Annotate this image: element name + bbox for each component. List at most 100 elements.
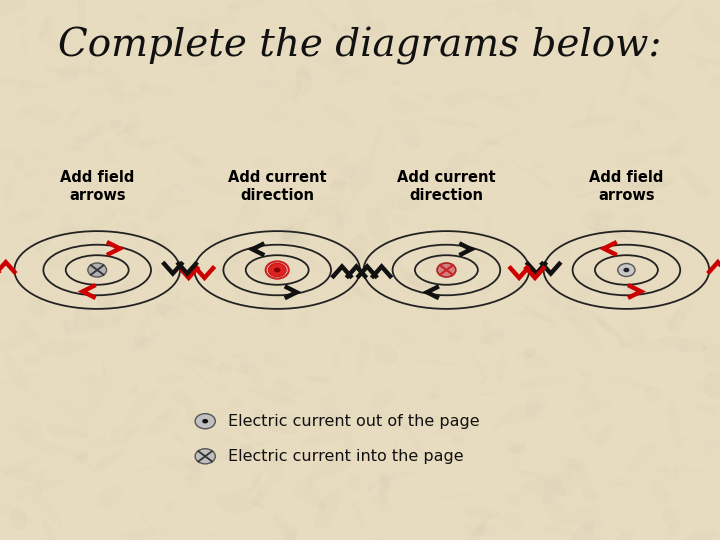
Ellipse shape xyxy=(143,154,151,160)
Ellipse shape xyxy=(636,93,678,122)
Ellipse shape xyxy=(586,38,610,49)
Ellipse shape xyxy=(102,126,130,150)
Ellipse shape xyxy=(133,223,143,237)
Ellipse shape xyxy=(629,409,644,419)
Ellipse shape xyxy=(279,227,310,245)
Ellipse shape xyxy=(595,214,608,241)
Ellipse shape xyxy=(505,402,541,426)
Circle shape xyxy=(88,263,107,277)
Ellipse shape xyxy=(206,15,236,27)
Ellipse shape xyxy=(373,343,398,364)
Ellipse shape xyxy=(634,339,666,353)
Ellipse shape xyxy=(27,382,44,422)
Ellipse shape xyxy=(248,387,295,405)
Ellipse shape xyxy=(426,475,451,501)
Circle shape xyxy=(437,263,456,277)
Ellipse shape xyxy=(401,120,421,147)
Ellipse shape xyxy=(58,194,107,198)
Ellipse shape xyxy=(89,308,129,332)
Ellipse shape xyxy=(531,161,544,172)
Ellipse shape xyxy=(315,489,341,530)
Ellipse shape xyxy=(145,40,153,53)
Ellipse shape xyxy=(157,288,181,315)
Ellipse shape xyxy=(379,474,389,508)
Ellipse shape xyxy=(183,40,191,48)
Ellipse shape xyxy=(701,338,720,368)
Ellipse shape xyxy=(24,258,55,270)
Ellipse shape xyxy=(440,243,465,258)
Ellipse shape xyxy=(145,306,156,340)
Ellipse shape xyxy=(650,3,683,34)
Ellipse shape xyxy=(428,167,452,194)
Ellipse shape xyxy=(327,383,338,396)
Ellipse shape xyxy=(474,145,515,176)
Ellipse shape xyxy=(482,318,495,348)
Ellipse shape xyxy=(580,523,596,534)
Ellipse shape xyxy=(169,427,189,450)
Ellipse shape xyxy=(662,56,667,76)
Ellipse shape xyxy=(525,528,562,536)
Ellipse shape xyxy=(567,465,598,492)
Ellipse shape xyxy=(348,233,368,265)
Text: Electric current out of the page: Electric current out of the page xyxy=(228,414,480,429)
Text: Add current
direction: Add current direction xyxy=(228,170,326,202)
Ellipse shape xyxy=(329,46,346,66)
Ellipse shape xyxy=(274,295,290,309)
Ellipse shape xyxy=(489,438,525,467)
Ellipse shape xyxy=(273,514,296,540)
Ellipse shape xyxy=(16,480,67,493)
Ellipse shape xyxy=(618,329,655,346)
Ellipse shape xyxy=(292,244,328,275)
Ellipse shape xyxy=(367,475,395,508)
Ellipse shape xyxy=(217,426,236,463)
Ellipse shape xyxy=(675,143,686,152)
Circle shape xyxy=(618,264,635,276)
Ellipse shape xyxy=(523,481,566,497)
Ellipse shape xyxy=(156,157,186,193)
Ellipse shape xyxy=(638,283,654,317)
Ellipse shape xyxy=(341,336,351,343)
Ellipse shape xyxy=(604,225,644,237)
Ellipse shape xyxy=(341,227,387,255)
Ellipse shape xyxy=(668,134,689,158)
Ellipse shape xyxy=(370,390,394,409)
Ellipse shape xyxy=(60,211,73,235)
Ellipse shape xyxy=(377,470,416,481)
Ellipse shape xyxy=(0,498,29,521)
Ellipse shape xyxy=(112,180,127,192)
Ellipse shape xyxy=(120,82,149,110)
Ellipse shape xyxy=(659,491,676,497)
Ellipse shape xyxy=(582,213,600,230)
Ellipse shape xyxy=(57,66,77,83)
Ellipse shape xyxy=(305,476,326,512)
Ellipse shape xyxy=(553,15,564,57)
Ellipse shape xyxy=(42,522,56,540)
Ellipse shape xyxy=(436,225,473,253)
Ellipse shape xyxy=(393,434,402,469)
Ellipse shape xyxy=(420,45,436,58)
Circle shape xyxy=(195,414,215,429)
Ellipse shape xyxy=(631,53,653,79)
Ellipse shape xyxy=(342,24,363,36)
Ellipse shape xyxy=(6,439,25,448)
Ellipse shape xyxy=(106,323,131,343)
Ellipse shape xyxy=(600,25,620,51)
Ellipse shape xyxy=(703,0,719,17)
Ellipse shape xyxy=(705,345,720,355)
Ellipse shape xyxy=(130,531,145,540)
Ellipse shape xyxy=(495,2,512,16)
Ellipse shape xyxy=(695,61,708,71)
Ellipse shape xyxy=(19,149,67,172)
Ellipse shape xyxy=(86,176,103,190)
Ellipse shape xyxy=(522,305,556,325)
Ellipse shape xyxy=(693,8,720,45)
Ellipse shape xyxy=(35,271,57,301)
Ellipse shape xyxy=(668,306,681,332)
Ellipse shape xyxy=(338,274,372,303)
Ellipse shape xyxy=(124,388,157,424)
Ellipse shape xyxy=(397,273,440,289)
Ellipse shape xyxy=(32,468,46,506)
Ellipse shape xyxy=(262,224,297,239)
Ellipse shape xyxy=(185,396,197,425)
Ellipse shape xyxy=(635,0,649,12)
